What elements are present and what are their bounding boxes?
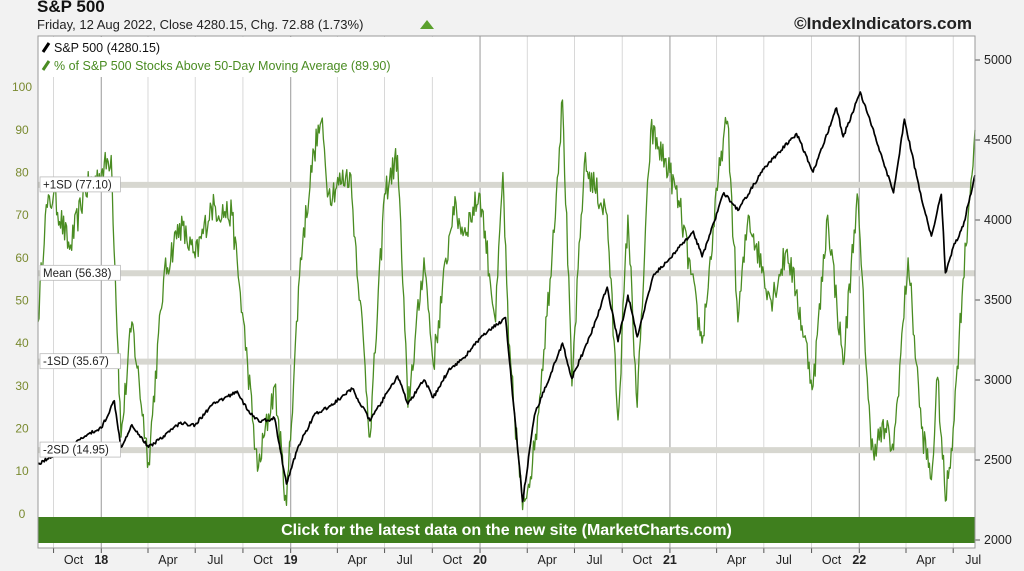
y-left-tick-label: 70 bbox=[15, 208, 29, 222]
legend-label: S&P 500 (4280.15) bbox=[54, 41, 160, 55]
y-right-tick-label: 5000 bbox=[984, 53, 1012, 67]
y-left-tick-label: 60 bbox=[15, 251, 29, 265]
x-tick-label: Jul bbox=[397, 553, 413, 567]
legend: S&P 500 (4280.15) % of S&P 500 Stocks Abo… bbox=[39, 37, 466, 77]
reference-label: +1SD (77.10) bbox=[43, 179, 112, 191]
y-left-tick-label: 40 bbox=[15, 336, 29, 350]
reference-label-box bbox=[39, 441, 121, 458]
legend-swatch bbox=[41, 60, 51, 71]
reference-label-box bbox=[39, 353, 121, 370]
reference-label-box bbox=[39, 264, 121, 281]
legend-label: % of S&P 500 Stocks Above 50-Day Moving … bbox=[54, 59, 391, 73]
y-left-tick-label: 50 bbox=[15, 294, 29, 308]
y-left-tick-label: 90 bbox=[15, 123, 29, 137]
x-tick-label: Oct bbox=[64, 553, 84, 567]
x-tick-label: Jul bbox=[776, 553, 792, 567]
y-right-tick-label: 3500 bbox=[984, 293, 1012, 307]
banner-link[interactable]: Click for the latest data on the new sit… bbox=[38, 517, 975, 543]
x-tick-label: Jul bbox=[965, 553, 981, 567]
reference-label: -2SD (14.95) bbox=[43, 445, 109, 457]
watermark: ©IndexIndicators.com bbox=[794, 14, 972, 33]
x-tick-label: Oct bbox=[632, 553, 652, 567]
x-tick-label: 21 bbox=[663, 553, 677, 567]
x-tick-label: 18 bbox=[94, 553, 108, 567]
y-right-tick-label: 4500 bbox=[984, 133, 1012, 147]
y-right-tick-label: 2500 bbox=[984, 453, 1012, 467]
y-left-tick-label: 100 bbox=[12, 80, 32, 94]
change-up-arrow-icon bbox=[420, 20, 434, 29]
reference-label: -1SD (35.67) bbox=[43, 356, 109, 368]
x-tick-label: Apr bbox=[916, 553, 935, 567]
y-left-tick-label: 20 bbox=[15, 422, 29, 436]
x-tick-label: 20 bbox=[473, 553, 487, 567]
x-tick-label: Jul bbox=[586, 553, 602, 567]
y-left-tick-label: 0 bbox=[19, 507, 26, 521]
y-left-tick-label: 30 bbox=[15, 379, 29, 393]
plot-border bbox=[37, 35, 976, 549]
y-left-tick-label: 80 bbox=[15, 166, 29, 180]
y-right-tick-label: 2000 bbox=[984, 533, 1012, 547]
x-tick-label: Oct bbox=[822, 553, 842, 567]
breadth-series-line bbox=[37, 99, 976, 511]
chart-subtitle: Friday, 12 Aug 2022, Close 4280.15, Chg.… bbox=[37, 17, 364, 32]
reference-label: Mean (56.38) bbox=[43, 268, 112, 280]
x-tick-label: Apr bbox=[348, 553, 367, 567]
x-tick-label: Apr bbox=[158, 553, 177, 567]
y-right-tick-label: 3000 bbox=[984, 373, 1012, 387]
legend-swatch bbox=[41, 42, 51, 53]
y-left-tick-label: 10 bbox=[15, 464, 29, 478]
y-right-tick-label: 4000 bbox=[984, 213, 1012, 227]
x-tick-label: Oct bbox=[253, 553, 273, 567]
x-tick-label: Jul bbox=[207, 553, 223, 567]
price-series-line bbox=[37, 91, 976, 503]
banner-background bbox=[38, 517, 975, 543]
chart-title: S&P 500 bbox=[37, 0, 105, 16]
legend-box bbox=[39, 37, 466, 77]
x-tick-label: Apr bbox=[727, 553, 746, 567]
x-tick-label: 22 bbox=[852, 553, 866, 567]
x-tick-label: Apr bbox=[538, 553, 557, 567]
reference-label-box bbox=[39, 176, 121, 193]
x-tick-label: 19 bbox=[284, 553, 298, 567]
banner-text: Click for the latest data on the new sit… bbox=[281, 522, 732, 539]
x-tick-label: Oct bbox=[443, 553, 463, 567]
